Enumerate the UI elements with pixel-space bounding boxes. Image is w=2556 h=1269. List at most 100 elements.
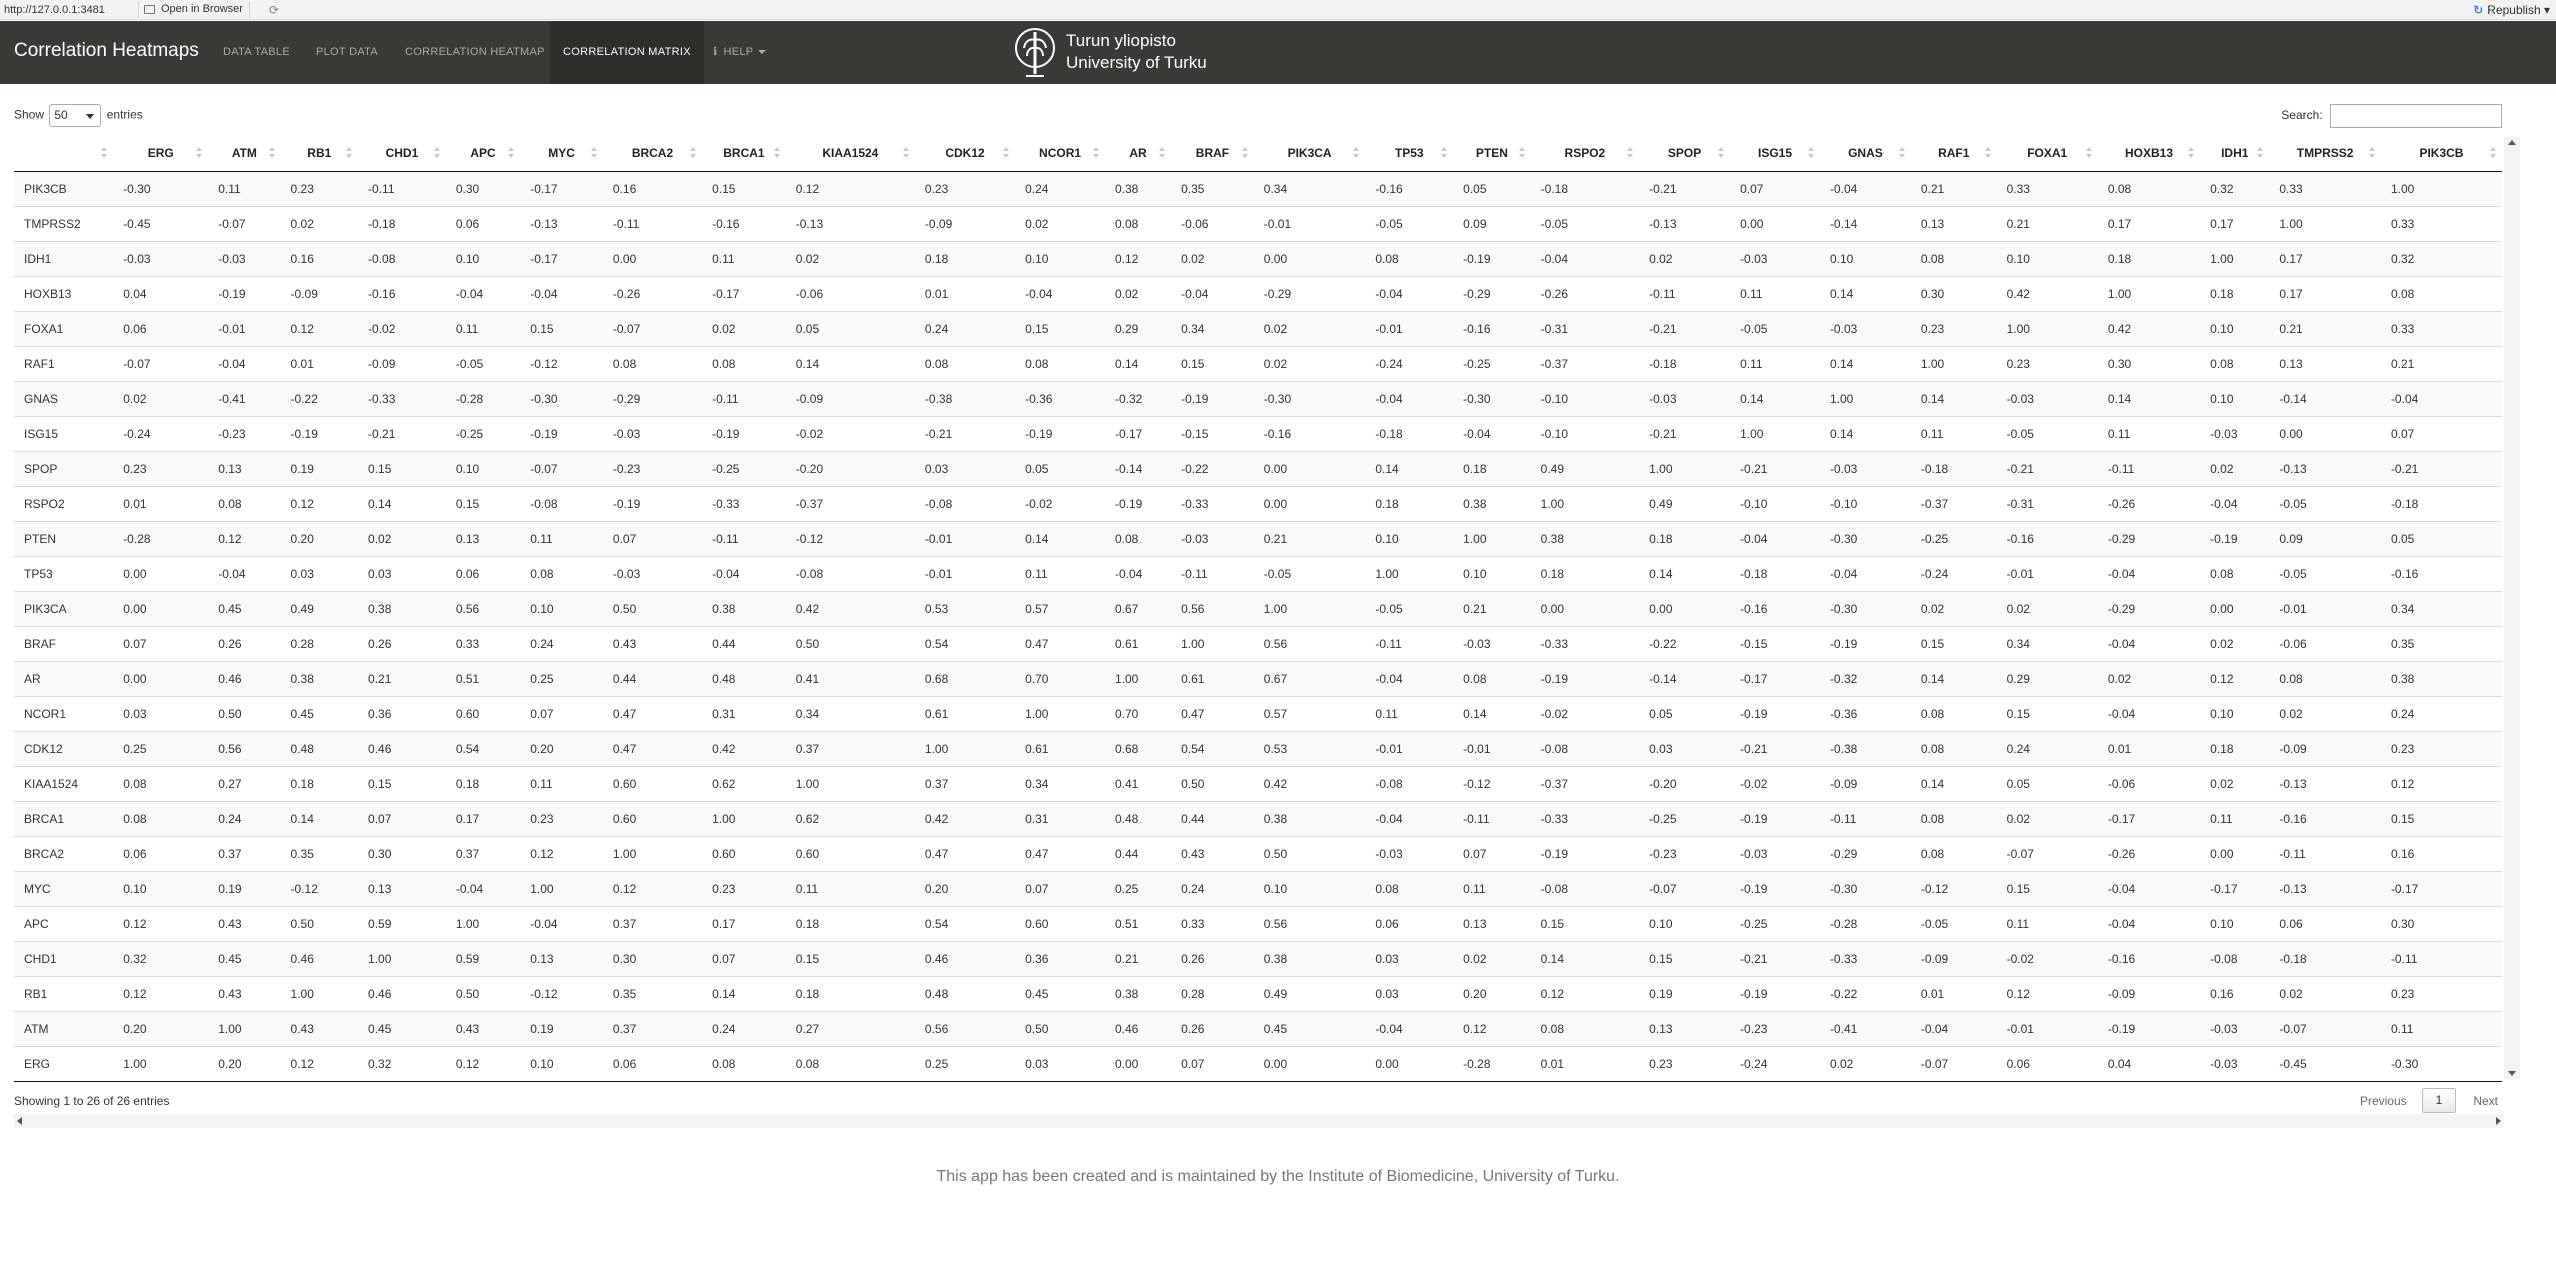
table-cell: 0.43 xyxy=(602,625,703,661)
table-cell: -0.16 xyxy=(1253,415,1366,451)
tab-help[interactable]: ℹ HELP xyxy=(700,21,779,84)
table-cell: -0.19 xyxy=(1530,835,1640,871)
scroll-left-icon[interactable] xyxy=(17,1117,22,1125)
column-header-raf1[interactable]: RAF1 xyxy=(1910,135,1997,172)
table-cell: 0.44 xyxy=(702,625,786,661)
table-cell: 0.38 xyxy=(1253,800,1366,836)
table-cell: 0.45 xyxy=(358,1010,446,1046)
table-cell: 0.50 xyxy=(445,975,521,1011)
column-header-myc[interactable]: MYC xyxy=(520,135,603,172)
table-cell: -0.33 xyxy=(702,485,786,521)
scroll-down-icon[interactable] xyxy=(2508,1071,2516,1076)
tab-correlation-matrix[interactable]: CORRELATION MATRIX xyxy=(550,21,704,84)
table-cell: -0.26 xyxy=(1530,275,1640,311)
table-cell: 0.08 xyxy=(2097,171,2201,206)
table-cell: 0.07 xyxy=(1730,171,1820,206)
column-header-erg[interactable]: ERG xyxy=(113,135,209,172)
column-header-apc[interactable]: APC xyxy=(445,135,521,172)
republish-button[interactable]: ↻ Republish ▾ xyxy=(2473,3,2550,17)
table-cell: 0.11 xyxy=(785,870,915,906)
table-cell: 0.18 xyxy=(2097,240,2201,276)
open-in-browser-button[interactable]: Open in Browser xyxy=(138,1,250,18)
column-header-pten[interactable]: PTEN xyxy=(1453,135,1531,172)
table-cell: -0.09 xyxy=(358,345,446,381)
column-header-tmprss2[interactable]: TMPRSS2 xyxy=(2269,135,2381,172)
table-cell: 0.01 xyxy=(1910,975,1997,1011)
table-cell: 0.12 xyxy=(280,310,359,346)
column-header-pik3cb[interactable]: PIK3CB xyxy=(2380,135,2502,172)
row-label-cell: MYC xyxy=(14,870,114,906)
table-cell: 0.38 xyxy=(1253,940,1366,976)
table-cell: -0.17 xyxy=(2380,870,2502,906)
table-cell: 0.35 xyxy=(1171,171,1254,206)
next-page-button[interactable]: Next xyxy=(2473,1093,2498,1108)
table-cell: -0.06 xyxy=(2097,765,2201,801)
column-header-braf[interactable]: BRAF xyxy=(1171,135,1254,172)
table-cell: -0.07 xyxy=(520,450,603,486)
table-cell: 0.37 xyxy=(914,765,1016,801)
column-header-cdk12[interactable]: CDK12 xyxy=(914,135,1016,172)
table-cell: -0.10 xyxy=(1530,415,1640,451)
table-cell: 0.31 xyxy=(1015,800,1105,836)
column-header-tp53[interactable]: TP53 xyxy=(1365,135,1454,172)
column-header-gnas[interactable]: GNAS xyxy=(1819,135,1911,172)
table-cell: -0.38 xyxy=(1819,730,1911,766)
column-header-rspo2[interactable]: RSPO2 xyxy=(1530,135,1640,172)
app-title[interactable]: Correlation Heatmaps xyxy=(14,40,199,61)
table-cell: -0.02 xyxy=(1730,765,1820,801)
column-header-ar[interactable]: AR xyxy=(1105,135,1172,172)
table-cell: 0.08 xyxy=(208,485,281,521)
table-cell: -0.09 xyxy=(785,380,915,416)
table-cell: -0.13 xyxy=(1639,205,1731,241)
column-header-label: NCOR1 xyxy=(1039,145,1082,160)
column-header-rb1[interactable]: RB1 xyxy=(280,135,359,172)
table-cell: 0.16 xyxy=(280,240,359,276)
table-cell: 0.00 xyxy=(602,240,703,276)
table-cell: -0.04 xyxy=(208,555,281,591)
column-header-kiaa1524[interactable]: KIAA1524 xyxy=(785,135,915,172)
column-header-rowname[interactable] xyxy=(14,135,114,172)
sort-icon xyxy=(2257,147,2264,159)
vertical-scrollbar[interactable] xyxy=(2504,137,2520,1079)
column-header-isg15[interactable]: ISG15 xyxy=(1730,135,1820,172)
table-cell: 1.00 xyxy=(1453,520,1531,556)
column-header-idh1[interactable]: IDH1 xyxy=(2200,135,2270,172)
horizontal-scrollbar[interactable] xyxy=(14,1114,2504,1128)
column-header-brca1[interactable]: BRCA1 xyxy=(702,135,786,172)
column-header-foxa1[interactable]: FOXA1 xyxy=(1996,135,2098,172)
scroll-up-icon[interactable] xyxy=(2508,140,2516,145)
table-cell: 0.17 xyxy=(702,905,786,941)
column-header-pik3ca[interactable]: PIK3CA xyxy=(1253,135,1366,172)
entries-select[interactable]: 50 xyxy=(49,104,102,127)
sort-icon xyxy=(2085,147,2092,159)
refresh-icon[interactable]: ⟳ xyxy=(268,3,280,17)
sort-icon xyxy=(1241,147,1248,159)
table-cell: -0.41 xyxy=(1819,1010,1911,1046)
table-cell: 0.23 xyxy=(520,800,603,836)
table-cell: 0.11 xyxy=(1453,870,1531,906)
tab-data-table[interactable]: DATA TABLE xyxy=(223,46,290,58)
table-cell: 0.24 xyxy=(520,625,603,661)
previous-page-button[interactable]: Previous xyxy=(2359,1093,2407,1108)
column-header-chd1[interactable]: CHD1 xyxy=(358,135,446,172)
table-cell: 0.08 xyxy=(1910,695,1997,731)
scroll-right-icon[interactable] xyxy=(2496,1117,2501,1125)
table-cell: 0.25 xyxy=(520,660,603,696)
table-cell: 0.09 xyxy=(2269,520,2381,556)
table-cell: 0.02 xyxy=(113,380,209,416)
tab-plot-data[interactable]: PLOT DATA xyxy=(316,46,378,58)
search-input[interactable] xyxy=(2330,104,2502,128)
table-cell: -0.15 xyxy=(1171,415,1254,451)
table-cell: 0.44 xyxy=(1171,800,1254,836)
table-cell: 0.10 xyxy=(1365,520,1454,556)
table-cell: -0.18 xyxy=(1639,345,1731,381)
pagination: Previous 1 Next xyxy=(2360,1088,2498,1113)
column-header-hoxb13[interactable]: HOXB13 xyxy=(2097,135,2201,172)
tab-correlation-heatmap[interactable]: CORRELATION HEATMAP xyxy=(405,46,545,58)
column-header-atm[interactable]: ATM xyxy=(208,135,281,172)
column-header-ncor1[interactable]: NCOR1 xyxy=(1015,135,1105,172)
page-1-button[interactable]: 1 xyxy=(2421,1088,2456,1113)
column-header-brca2[interactable]: BRCA2 xyxy=(602,135,703,172)
row-label-cell: ISG15 xyxy=(14,415,114,451)
column-header-spop[interactable]: SPOP xyxy=(1639,135,1731,172)
